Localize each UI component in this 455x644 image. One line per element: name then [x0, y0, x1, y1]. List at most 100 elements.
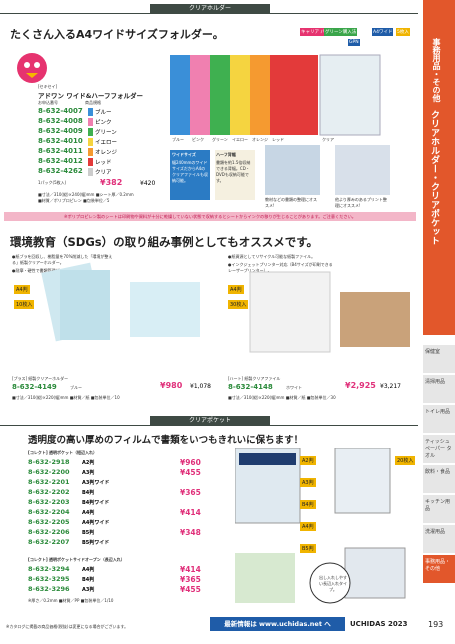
maker: [プラス] 紙製クリアーホルダー [12, 376, 69, 381]
note: ■寸法／310(縦)×220(幅)mm ■材質／紙 ■包装単位／30 [228, 395, 336, 400]
index-item: 洗濯用品 [423, 525, 455, 553]
col-head: お申込番号 [38, 100, 58, 105]
price: ¥348 [180, 528, 201, 537]
price: ¥414 [180, 508, 201, 517]
code: 8-632-2202 [28, 488, 70, 496]
page-number: 193 [428, 620, 444, 629]
size: A3判ワイド [82, 480, 110, 486]
unit: 1パック(5枚入) [38, 180, 67, 185]
code: 8-632-4010 [38, 137, 83, 145]
index-item: 飲料・食品 [423, 465, 455, 493]
tag: A2判 [300, 456, 316, 465]
warning: ※ポリプロピレン製のシートは印刷物や資料が十分に乾燥していない状態で収納するとシ… [4, 212, 416, 221]
brand: UCHIDAS 2023 [350, 620, 408, 628]
size: A4判 [82, 510, 95, 516]
spec: オレンジ [88, 148, 117, 156]
folders [170, 54, 390, 200]
note: ※厚さ／0.2mm ■材質／PP ■包装単位／1/10 [28, 598, 114, 603]
tag: A4判 [228, 285, 244, 294]
code: 8-632-3295 [28, 575, 70, 583]
code: 8-632-4008 [38, 117, 83, 125]
rule [0, 13, 418, 14]
point: ●紙資源としてリサイクル可能な紙製ファイル。 [228, 254, 316, 259]
group-name: [コレクト] 透明ポケットサイドオープン（長辺入れ） [28, 557, 125, 562]
sidebar-bg [423, 0, 455, 335]
code: 8-632-4009 [38, 127, 83, 135]
badge: キャリア パスポート [300, 28, 344, 36]
price-tax: ¥420 [140, 180, 156, 187]
size: B4判 [82, 490, 95, 496]
note: ■材質／ポリプロピレン ■包装単位／5 [38, 198, 110, 203]
spec: ピンク [88, 118, 112, 126]
size: A3判 [82, 587, 95, 593]
photo-note: 他より厚みのあるプリント整理にオススメ! [335, 197, 387, 208]
tag: B4判 [300, 500, 316, 509]
size: A2判 [82, 460, 95, 466]
code: 8-632-2918 [28, 458, 70, 466]
price: ¥980 [160, 381, 183, 390]
code: 8-632-4148 [228, 383, 273, 391]
caption-title: ワイドサイズ [172, 152, 196, 157]
sidebar-title: クリアホルダー・クリアポケット [429, 110, 439, 245]
tag: 30枚入 [228, 300, 249, 309]
code: 8-632-2203 [28, 498, 70, 506]
code: 8-632-4012 [38, 157, 83, 165]
badge: GPN [348, 39, 360, 46]
headline: たくさん入るA4ワイドサイズフォルダー。 [10, 28, 224, 41]
code: 8-632-4007 [38, 107, 83, 115]
size: A3判 [82, 470, 95, 476]
code: 8-632-2207 [28, 538, 70, 546]
tab: クリアホルダー [150, 4, 270, 13]
tag: 20枚入 [395, 456, 416, 465]
paper-images [41, 262, 410, 353]
color-label: クリア [322, 137, 334, 142]
size: B5判ワイド [82, 540, 110, 546]
price: ¥365 [180, 488, 201, 497]
group-name: [コレクト] 透明ポケット（短辺入れ） [28, 450, 98, 455]
size: B4判 [82, 577, 95, 583]
spec: グリーン [88, 128, 117, 136]
code: 8-632-4262 [38, 167, 83, 175]
color-label: レッド [272, 137, 284, 142]
index-item: ティッシュペーパー タオル [423, 435, 455, 463]
price: ¥365 [180, 575, 201, 584]
badge: 5枚入 [396, 28, 410, 36]
spec: クリア [88, 168, 112, 176]
photo-note: 教材などの書類の整理にオススメ! [265, 197, 317, 208]
index-item: 保健室 [423, 345, 455, 373]
category: 事務用品・その他 [432, 38, 441, 102]
price: ¥382 [100, 178, 123, 187]
code: 8-632-2200 [28, 468, 70, 476]
headline: 透明度の高い厚めのフィルムで書類をいつもきれいに保ちます！ [28, 435, 304, 446]
tag: A3判 [300, 478, 316, 487]
caption: 幅240mmのワイドサイズだからA4のクリアファイルも収納可能。 [172, 160, 208, 183]
price: ¥455 [180, 585, 201, 594]
price-tax: ¥3,217 [380, 383, 401, 390]
point: ●紙ブラを回収し、樹脂量を70%削減した「環境が整える」紙製クリアーホルダー。 [12, 254, 113, 265]
note: ■寸法／310(縦)×240(幅)mm ■シート厚／0.2mm [38, 192, 134, 197]
spec: ホワイト [286, 385, 302, 390]
code: 8-632-2201 [28, 478, 70, 486]
spec: ブルー [88, 108, 112, 116]
product-name: アドワン ワイド&ハーフフォルダー [38, 92, 144, 100]
price: ¥960 [180, 458, 201, 467]
mascot [17, 53, 47, 83]
size: A4判ワイド [82, 520, 110, 526]
badge: グリーン購入法 [324, 28, 358, 36]
pocket-images [235, 448, 406, 604]
price: ¥2,925 [345, 381, 376, 390]
col-head: 商品規格 [85, 100, 101, 105]
tag: B5判 [300, 544, 316, 553]
footer-note: ※カタログに掲載の商品価格(税抜)は変更になる場合がございます。 [6, 624, 129, 629]
color-label: イエロー [232, 137, 248, 142]
index-item: 事務用品・その他 [423, 555, 455, 583]
index-item: トイレ用品 [423, 405, 455, 433]
point: ●耐摩・硬性で書類管理ができる。 [12, 268, 76, 273]
code: 8-632-2206 [28, 528, 70, 536]
caption-title: ハーフ背幅 [216, 152, 236, 157]
rule [0, 425, 418, 426]
index-item: キッチン用品 [423, 495, 455, 523]
color-label: ピンク [192, 137, 204, 142]
color-label: グリーン [212, 137, 228, 142]
code: 8-632-3296 [28, 585, 70, 593]
